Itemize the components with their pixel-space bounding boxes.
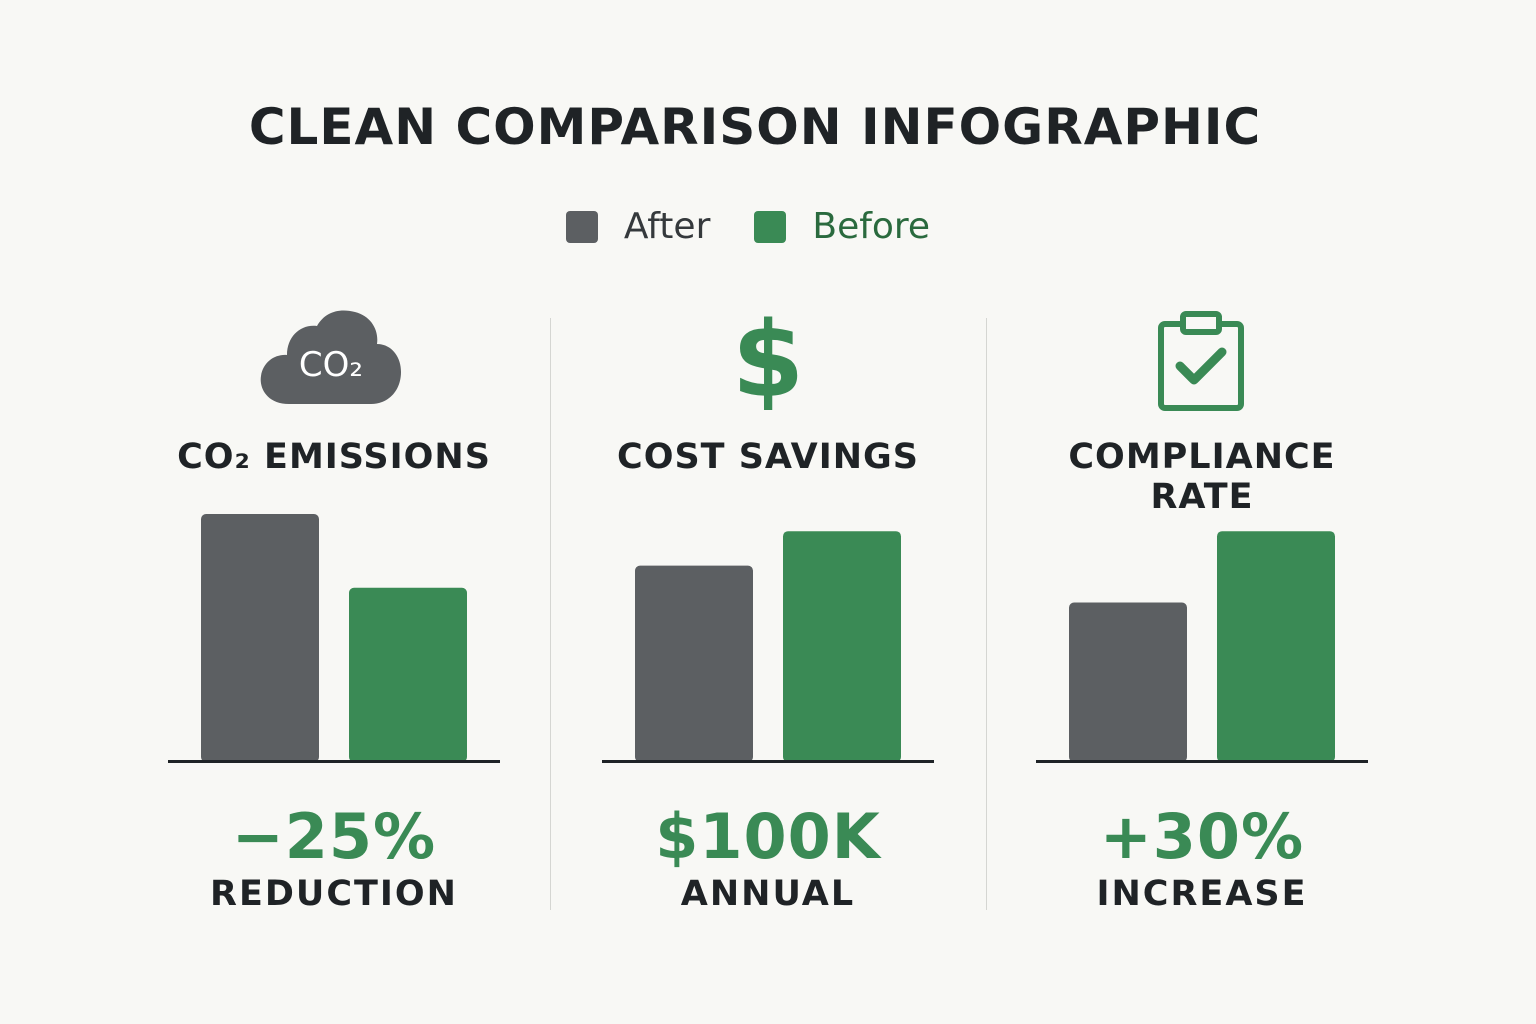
bar-chart-compliance (1036, 531, 1368, 763)
bar-before (1217, 531, 1335, 762)
legend: After Before (0, 206, 1496, 247)
panel-co2-emissions: CO₂ CO₂ EMISSIONS −25% REDUCTION (166, 300, 502, 920)
bar-chart-co2 (168, 514, 500, 763)
clipboard-check-icon (1034, 300, 1370, 420)
panel-divider (550, 318, 551, 910)
metric-label-compliance: COMPLIANCE RATE (1068, 437, 1336, 517)
stat-caption-cost: ANNUAL (680, 874, 856, 914)
panel-cost-savings: $ COST SAVINGS $100K ANNUAL (600, 300, 936, 920)
legend-label-before: Before (812, 206, 931, 247)
stat-value-compliance: +30% (1099, 800, 1305, 873)
bar-after (201, 514, 319, 762)
svg-text:CO₂: CO₂ (299, 345, 363, 385)
legend-swatch-after (565, 210, 598, 243)
stat-value-co2: −25% (231, 800, 437, 873)
panel-divider (986, 318, 987, 910)
bar-after (635, 565, 753, 762)
stat-caption-co2: REDUCTION (210, 874, 458, 914)
legend-item-before: Before (754, 206, 930, 247)
legend-label-after: After (623, 206, 711, 247)
stat-caption-compliance: INCREASE (1096, 874, 1308, 914)
bar-before (349, 587, 467, 762)
metric-label-cost: COST SAVINGS (617, 437, 919, 477)
svg-text:$: $ (732, 300, 804, 410)
co2-cloud-icon: CO₂ (166, 300, 502, 420)
stat-value-cost: $100K (655, 800, 881, 873)
dollar-icon: $ (600, 300, 936, 420)
bar-chart-cost (602, 531, 934, 763)
bar-after (1069, 602, 1187, 762)
metric-label-co2: CO₂ EMISSIONS (177, 437, 491, 477)
legend-item-after: After (565, 206, 711, 247)
panel-compliance-rate: COMPLIANCE RATE +30% INCREASE (1034, 300, 1370, 920)
bar-before (783, 531, 901, 762)
page-title: CLEAN COMPARISON INFOGRAPHIC (248, 98, 1262, 156)
legend-swatch-before (754, 210, 787, 243)
